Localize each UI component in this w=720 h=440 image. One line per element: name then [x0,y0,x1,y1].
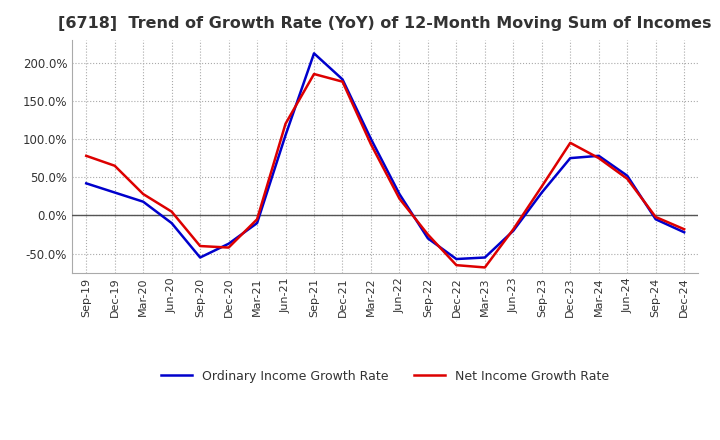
Net Income Growth Rate [338,79,347,84]
Ordinary Income Growth Rate [595,153,603,158]
Title: [6718]  Trend of Growth Rate (YoY) of 12-Month Moving Sum of Incomes: [6718] Trend of Growth Rate (YoY) of 12-… [58,16,712,32]
Ordinary Income Growth Rate [139,199,148,204]
Net Income Growth Rate [196,243,204,249]
Legend: Ordinary Income Growth Rate, Net Income Growth Rate: Ordinary Income Growth Rate, Net Income … [156,365,614,388]
Net Income Growth Rate [452,263,461,268]
Net Income Growth Rate [82,153,91,158]
Net Income Growth Rate [139,191,148,197]
Net Income Growth Rate [282,121,290,126]
Ordinary Income Growth Rate [253,220,261,226]
Net Income Growth Rate [167,209,176,214]
Net Income Growth Rate [310,71,318,77]
Net Income Growth Rate [509,227,518,232]
Ordinary Income Growth Rate [167,220,176,226]
Net Income Growth Rate [652,214,660,220]
Ordinary Income Growth Rate [225,241,233,246]
Ordinary Income Growth Rate [196,255,204,260]
Ordinary Income Growth Rate [310,51,318,56]
Net Income Growth Rate [253,216,261,222]
Ordinary Income Growth Rate [566,155,575,161]
Net Income Growth Rate [480,265,489,270]
Net Income Growth Rate [366,142,375,147]
Ordinary Income Growth Rate [537,190,546,195]
Net Income Growth Rate [395,196,404,201]
Line: Net Income Growth Rate: Net Income Growth Rate [86,74,684,268]
Net Income Growth Rate [110,163,119,169]
Net Income Growth Rate [595,155,603,161]
Ordinary Income Growth Rate [282,132,290,138]
Ordinary Income Growth Rate [423,236,432,241]
Ordinary Income Growth Rate [366,136,375,142]
Ordinary Income Growth Rate [509,228,518,233]
Net Income Growth Rate [680,227,688,232]
Net Income Growth Rate [537,184,546,189]
Ordinary Income Growth Rate [338,77,347,82]
Ordinary Income Growth Rate [623,173,631,178]
Ordinary Income Growth Rate [110,190,119,195]
Net Income Growth Rate [623,176,631,181]
Ordinary Income Growth Rate [652,216,660,222]
Net Income Growth Rate [566,140,575,146]
Net Income Growth Rate [225,245,233,250]
Ordinary Income Growth Rate [680,230,688,235]
Line: Ordinary Income Growth Rate: Ordinary Income Growth Rate [86,53,684,259]
Ordinary Income Growth Rate [82,181,91,186]
Ordinary Income Growth Rate [395,191,404,197]
Ordinary Income Growth Rate [480,255,489,260]
Net Income Growth Rate [423,232,432,237]
Ordinary Income Growth Rate [452,257,461,262]
